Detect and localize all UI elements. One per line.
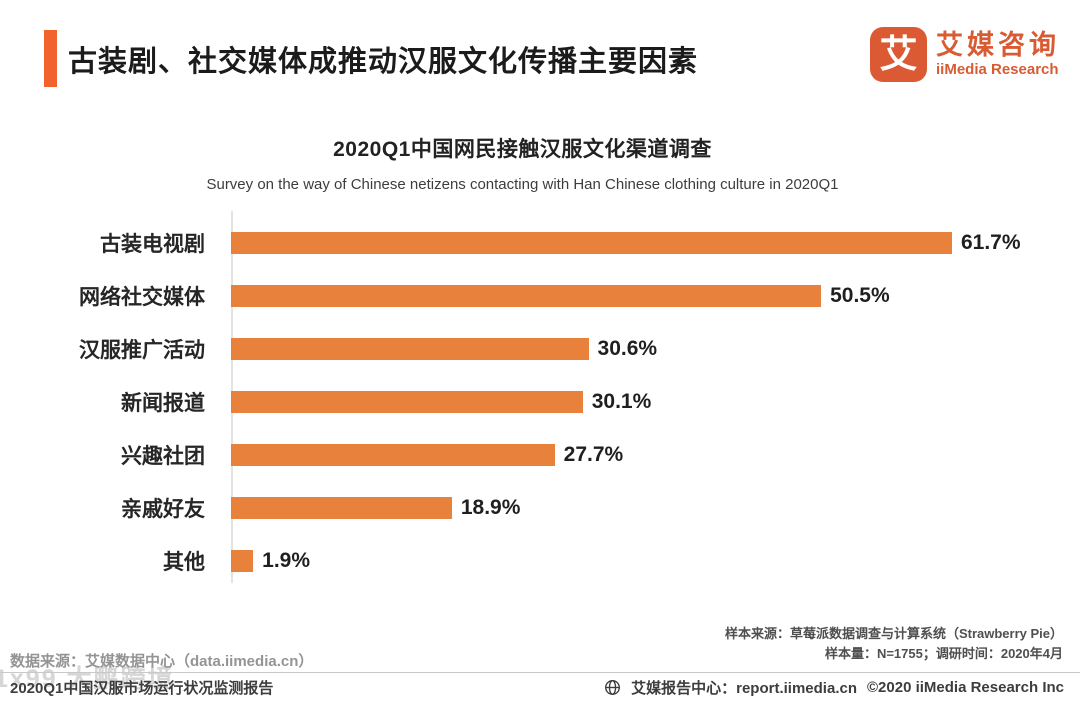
bar-track: 50.5% (231, 283, 1049, 307)
bar-track: 30.6% (231, 336, 1049, 360)
category-label: 古装电视剧 (100, 232, 205, 256)
bar-row: 兴趣社团 27.7% (16, 428, 1062, 481)
bar (231, 443, 555, 466)
chart-title: 2020Q1中国网民接触汉服文化渠道调查 (333, 138, 712, 161)
bar (231, 284, 822, 307)
footer-right: 艾媒报告中心：report.iimedia.cn ©2020 iiMedia R… (604, 677, 1064, 698)
bar-chart: 古装电视剧 61.7% 网络社交媒体 50.5% 汉服推广活动 30.6% 新闻… (16, 211, 1062, 587)
iimedia-logo-icon: 艾 (870, 27, 927, 82)
bar-row: 亲戚好友 18.9% (16, 481, 1062, 534)
bar-row: 汉服推广活动 30.6% (16, 322, 1062, 375)
globe-icon (604, 679, 621, 696)
value-label: 18.9% (460, 495, 521, 519)
footer-divider (0, 672, 1080, 673)
value-label: 27.7% (563, 442, 624, 466)
bar-track: 1.9% (231, 548, 1049, 572)
bar-track: 27.7% (231, 442, 1049, 466)
data-source-note: 数据来源：艾媒数据中心（data.iimedia.cn） (10, 653, 314, 670)
value-label: 61.7% (960, 230, 1021, 254)
report-center-link[interactable]: 艾媒报告中心：report.iimedia.cn (631, 680, 857, 697)
bar-row: 古装电视剧 61.7% (16, 216, 1062, 269)
value-label: 1.9% (262, 548, 311, 572)
bar-row: 其他 1.9% (16, 534, 1062, 587)
sample-size-note: 样本量：N=1755；调研时间：2020年4月 (824, 646, 1063, 661)
category-label: 兴趣社团 (121, 444, 205, 468)
brand-name-en: iiMedia Research (936, 61, 1059, 79)
bar (231, 549, 254, 572)
bar-track: 18.9% (231, 495, 1049, 519)
page-title: 古装剧、社交媒体成推动汉服文化传播主要因素 (68, 45, 699, 78)
category-label: 网络社交媒体 (79, 285, 205, 309)
watermark: 1x99 大鹏跨境 (0, 665, 175, 693)
category-label: 其他 (163, 550, 205, 574)
bar (231, 390, 583, 413)
bar (231, 496, 452, 519)
bar (231, 337, 589, 360)
report-title: 2020Q1中国汉服市场运行状况监测报告 (10, 680, 274, 697)
bar-row: 新闻报道 30.1% (16, 375, 1062, 428)
bar-track: 30.1% (231, 389, 1049, 413)
category-label: 汉服推广活动 (79, 338, 205, 362)
footer: 2020Q1中国汉服市场运行状况监测报告 艾媒报告中心：report.iimed… (0, 673, 1080, 702)
sample-source-note: 样本来源：草莓派数据调查与计算系统（Strawberry Pie） (724, 626, 1063, 641)
logo-glyph: 艾 (879, 33, 918, 76)
chart-subtitle: Survey on the way of Chinese netizens co… (206, 176, 839, 193)
category-label: 亲戚好友 (121, 497, 205, 521)
copyright: ©2020 iiMedia Research Inc (867, 679, 1064, 696)
brand-name-cn: 艾媒咨询 (936, 29, 1060, 60)
sample-notes: 样本来源：草莓派数据调查与计算系统（Strawberry Pie） 样本量：N=… (725, 624, 1063, 664)
bar-row: 网络社交媒体 50.5% (16, 269, 1062, 322)
value-label: 30.6% (597, 336, 658, 360)
header: 古装剧、社交媒体成推动汉服文化传播主要因素 艾 艾媒咨询 iiMedia Res… (0, 0, 1080, 110)
logo-text: 艾媒咨询 iiMedia Research (936, 30, 1060, 79)
bar (231, 231, 952, 254)
bar-track: 61.7% (231, 230, 1049, 254)
value-label: 50.5% (830, 283, 890, 307)
value-label: 30.1% (591, 389, 652, 413)
chart-header: 2020Q1中国网民接触汉服文化渠道调查 Survey on the way o… (0, 133, 1045, 193)
category-label: 新闻报道 (121, 391, 205, 415)
iimedia-logo: 艾 艾媒咨询 iiMedia Research (870, 27, 1060, 82)
title-accent-bar (44, 30, 57, 87)
